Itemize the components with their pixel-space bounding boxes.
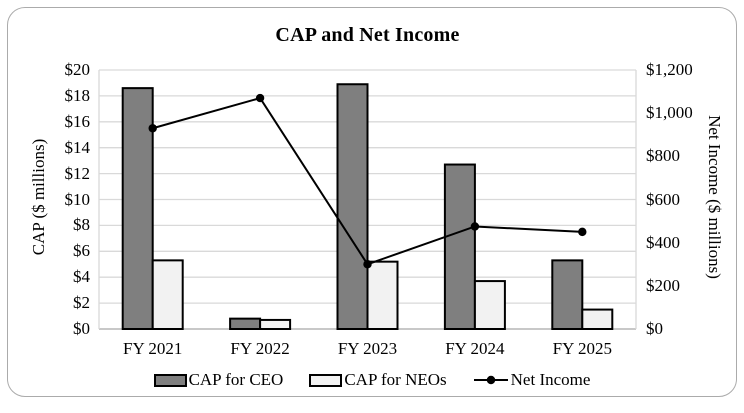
legend-swatch-icon [153, 373, 187, 387]
x-axis-label: FY 2024 [445, 339, 505, 358]
left-axis-tick: $20 [64, 60, 91, 79]
right-axis-tick: $0 [646, 319, 663, 338]
left-axis-tick: $12 [64, 163, 91, 183]
legend-item-cap-for-neos: CAP for NEOs [309, 370, 447, 390]
bar-cap-for-ceo [121, 87, 154, 330]
left-axis-tick: $4 [73, 267, 90, 287]
right-axis-tick: $600 [646, 189, 680, 209]
bar-cap-for-ceo [229, 317, 262, 331]
marker-net-income [363, 260, 372, 269]
right-axis-title: Net Income ($ millions) [705, 115, 724, 279]
left-axis-tick: $6 [73, 241, 90, 261]
left-axis-tick: $18 [64, 85, 91, 105]
left-axis-tick: $8 [73, 215, 90, 235]
chart-title: CAP and Net Income [275, 24, 460, 46]
right-axis-tick: $800 [646, 146, 680, 166]
x-axis-label: FY 2025 [552, 339, 612, 358]
legend: CAP for CEO CAP for NEOs Net Income [8, 370, 736, 390]
legend-item-net-income: Net Income [473, 370, 591, 390]
left-axis-tick: $10 [64, 189, 91, 209]
legend-label: CAP for CEO [188, 370, 284, 389]
bar-cap-for-ceo [443, 163, 476, 330]
marker-net-income [470, 222, 480, 231]
bar-cap-for-neos [366, 260, 399, 330]
left-axis-tick: $14 [64, 137, 91, 157]
marker-net-income [148, 124, 157, 133]
bar-cap-for-neos [581, 308, 614, 331]
legend-label: CAP for NEOs [344, 370, 447, 389]
bar-cap-for-ceo [336, 83, 369, 331]
bar-cap-for-neos [473, 280, 506, 330]
left-axis-tick: $0 [73, 319, 90, 338]
legend-swatch-icon [309, 373, 343, 387]
x-axis-label: FY 2022 [230, 339, 290, 358]
chart-stage: CAP and Net Income CAP ($ millions) Net … [8, 8, 736, 396]
chart-card: CAP and Net Income CAP ($ millions) Net … [7, 7, 737, 397]
marker-net-income [255, 93, 265, 103]
legend-line-marker-icon [473, 375, 508, 385]
right-axis-tick: $1,000 [646, 103, 693, 123]
marker-net-income [578, 227, 587, 237]
right-axis-tick: $400 [646, 232, 680, 252]
left-axis-tick: $2 [73, 293, 90, 313]
legend-item-cap-for-ceo: CAP for CEO [153, 370, 284, 390]
right-axis-tick: $200 [646, 275, 680, 295]
x-axis-label: FY 2021 [123, 339, 183, 358]
right-axis-tick: $1,200 [646, 60, 693, 79]
bar-cap-for-neos [259, 318, 292, 330]
x-axis-label: FY 2023 [337, 339, 398, 358]
left-axis-tick: $16 [64, 111, 91, 131]
legend-label: Net Income [510, 370, 591, 389]
plot-area [98, 69, 637, 331]
bar-cap-for-neos [151, 259, 184, 331]
bar-cap-for-ceo [551, 259, 584, 331]
